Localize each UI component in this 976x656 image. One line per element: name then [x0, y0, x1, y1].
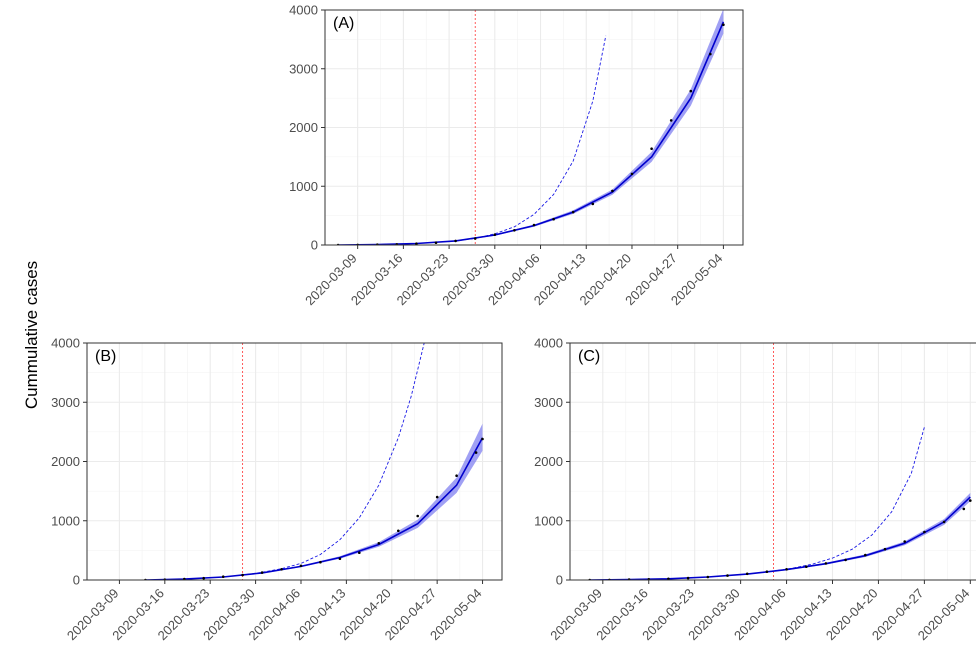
observed-point	[962, 507, 966, 511]
observed-point	[241, 573, 244, 577]
observed-point	[299, 564, 303, 568]
observed-point	[969, 499, 972, 502]
observed-point	[319, 560, 322, 564]
observed-point	[706, 575, 710, 579]
plot-area	[336, 10, 725, 245]
observed-point	[571, 210, 575, 214]
observed-point	[745, 572, 749, 576]
panel-label: (A)	[333, 15, 354, 32]
observed-point	[611, 189, 614, 193]
y-tick-label: 4000	[289, 3, 318, 18]
observed-point	[630, 172, 634, 176]
y-tick-label: 2000	[534, 454, 563, 469]
observed-point	[765, 570, 769, 573]
observed-point	[722, 23, 725, 27]
observed-point	[532, 223, 536, 227]
y-tick-label: 0	[73, 573, 80, 588]
observed-point	[591, 202, 595, 206]
observed-point	[923, 530, 926, 534]
observed-point	[689, 89, 693, 93]
observed-point	[883, 547, 887, 551]
observed-point	[338, 557, 342, 560]
observed-point	[942, 520, 946, 524]
observed-point	[358, 551, 361, 554]
observed-point	[434, 241, 438, 244]
y-tick-label: 4000	[534, 336, 563, 351]
observed-point	[221, 575, 225, 578]
observed-point	[785, 568, 788, 571]
observed-point	[397, 529, 400, 533]
plot-area	[144, 343, 484, 580]
observed-point	[513, 229, 516, 232]
observed-point	[903, 540, 906, 543]
observed-point	[686, 576, 690, 580]
observed-point	[493, 233, 497, 236]
panel-label: (C)	[578, 348, 600, 365]
observed-point	[474, 451, 478, 454]
observed-point	[473, 237, 477, 240]
observed-point	[183, 577, 186, 580]
observed-point	[202, 576, 205, 580]
observed-point	[726, 574, 729, 577]
y-tick-label: 1000	[51, 513, 80, 528]
y-tick-label: 1000	[534, 513, 563, 528]
y-tick-label: 0	[311, 238, 318, 253]
y-tick-label: 3000	[51, 395, 80, 410]
observed-point	[416, 514, 420, 518]
observed-point	[377, 542, 381, 545]
panel-a: 010002000300040002020-03-092020-03-16202…	[289, 3, 744, 308]
y-tick-label: 2000	[289, 120, 318, 135]
y-tick-label: 0	[556, 573, 563, 588]
y-tick-label: 1000	[289, 179, 318, 194]
observed-point	[864, 553, 867, 557]
observed-point	[455, 474, 458, 478]
panel-b: 010002000300040002020-03-092020-03-16202…	[51, 336, 503, 643]
observed-point	[260, 571, 264, 574]
observed-point	[709, 52, 712, 56]
y-tick-label: 4000	[51, 336, 80, 351]
projection-line	[242, 343, 425, 576]
observed-point	[667, 577, 670, 580]
observed-point	[669, 119, 673, 122]
panel-label: (B)	[95, 348, 116, 365]
y-axis-label: Cummulative cases	[22, 261, 41, 409]
observed-point	[415, 242, 418, 245]
y-tick-label: 2000	[51, 454, 80, 469]
projection-line	[773, 426, 925, 572]
observed-point	[435, 495, 439, 499]
observed-point	[280, 568, 283, 571]
observed-point	[805, 565, 808, 568]
observed-point	[481, 437, 484, 441]
y-tick-label: 3000	[289, 61, 318, 76]
panel-c: 010002000300040002020-03-092020-03-16202…	[534, 336, 976, 643]
y-tick-label: 3000	[534, 395, 563, 410]
observed-point	[650, 147, 653, 150]
observed-point	[552, 217, 555, 221]
observed-point	[844, 558, 847, 562]
observed-point	[454, 239, 457, 243]
observed-point	[824, 562, 828, 565]
